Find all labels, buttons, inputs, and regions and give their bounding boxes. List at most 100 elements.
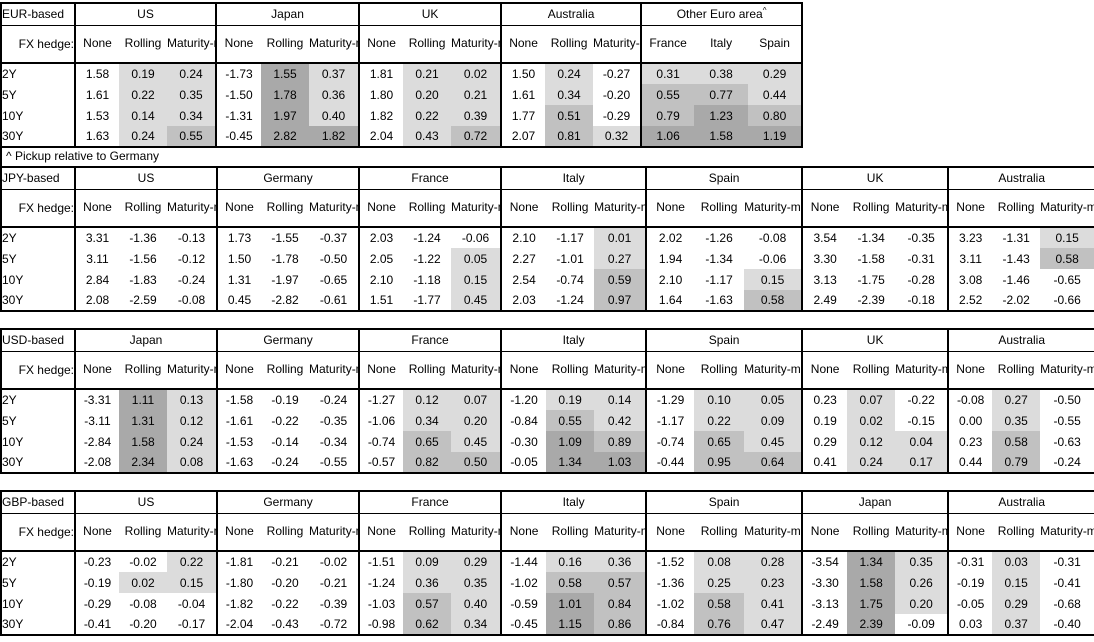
value-cell: 1.51: [358, 290, 404, 311]
value-cell: 2.05: [358, 248, 404, 269]
value-cell: -0.35: [907, 231, 935, 245]
value-cell: -0.84: [645, 614, 695, 635]
value-cell: 1.63: [74, 126, 119, 147]
value-cell: 0.12: [847, 431, 896, 452]
country-name: Japan: [271, 7, 304, 22]
hedge-column-header: Rolling: [992, 513, 1041, 552]
value-cell: 1.80: [358, 84, 404, 105]
hedge-column-header: Maturity-matched: [309, 351, 360, 390]
rates-table-jpy: JPY-based US Germany France Italy Spain UK Aust…: [0, 166, 1094, 312]
value-cell: -1.20: [500, 389, 547, 410]
country-header: Spain: [645, 167, 803, 190]
value-cell: -0.74: [556, 272, 584, 287]
value-cell: 0.29: [748, 63, 803, 84]
value-cell: 0.45: [216, 290, 262, 311]
value-cell: -0.24: [177, 272, 206, 287]
value-cell: -1.44: [500, 551, 547, 572]
value-cell: -0.20: [271, 575, 299, 590]
value-cell: -1.34: [857, 231, 885, 245]
value-cell: -0.09: [907, 617, 935, 631]
table-row: 2Y -3.31 1.11 0.13 -1.58 -0.19 -0.24 -1.27 0.12 0…: [1, 389, 1094, 410]
value-cell: -1.34: [705, 251, 733, 266]
country-name: Spain: [708, 333, 740, 348]
value-cell: 0.29: [801, 431, 848, 452]
subregion-header: Italy: [694, 25, 749, 64]
value-cell: 1.50: [216, 248, 262, 269]
value-cell: 2.49: [801, 290, 848, 311]
hedge-column-header: None: [215, 25, 262, 64]
value-cell: 0.15: [451, 269, 502, 290]
hedge-column-header: None: [947, 513, 993, 552]
hedge-column-header: Maturity-matched: [744, 513, 803, 552]
country-name: Japan: [858, 495, 892, 510]
value-cell: 0.22: [403, 105, 452, 126]
value-cell: 0.31: [640, 63, 695, 84]
value-cell: -1.63: [216, 452, 262, 473]
hedge-column-header: None: [74, 351, 119, 390]
hedge-column-header: Rolling: [403, 189, 452, 228]
value-cell: 0.36: [594, 551, 647, 572]
country-name: Australia: [547, 7, 595, 22]
value-cell: 0.29: [451, 551, 502, 572]
country-header: Other Euro area^: [640, 3, 803, 26]
value-cell: -0.55: [1053, 413, 1081, 428]
value-cell: -1.97: [271, 272, 299, 287]
country-name: Germany: [263, 495, 313, 510]
country-name: Italy: [562, 333, 585, 348]
value-cell: -0.65: [1053, 272, 1081, 287]
value-cell: -1.36: [129, 231, 157, 245]
rates-table-eur: EUR-based US Japan UK Australia Other Euro ar…: [0, 2, 804, 148]
hedge-column-header: None: [358, 189, 404, 228]
value-cell: 0.20: [895, 593, 949, 614]
hedge-column-header: Maturity-matched: [895, 189, 949, 228]
value-cell: 1.03: [594, 452, 647, 473]
value-cell: -0.08: [177, 293, 206, 307]
value-cell: 0.55: [167, 126, 217, 147]
value-cell: 1.19: [748, 126, 803, 147]
value-cell: 0.81: [545, 126, 594, 147]
hedge-column-header: Maturity-matched: [451, 25, 502, 64]
hedge-column-header: Maturity-matched: [744, 189, 803, 228]
hedge-column-header: Rolling: [546, 513, 595, 552]
value-cell: -1.31: [1002, 231, 1030, 245]
value-cell: 0.64: [744, 452, 803, 473]
value-cell: 1.97: [261, 105, 310, 126]
value-cell: 0.15: [992, 572, 1041, 593]
hedge-header-row: FX hedge:NoneRollingMaturity-matchedNone…: [1, 351, 1094, 390]
value-cell: 1.82: [358, 105, 404, 126]
country-name: US: [137, 7, 154, 22]
hedge-column-header: None: [216, 189, 262, 228]
value-cell: 1.94: [645, 248, 695, 269]
value-cell: 0.13: [167, 389, 218, 410]
value-cell: -2.02: [1002, 293, 1030, 307]
hedge-column-header: Rolling: [403, 25, 452, 64]
value-cell: -0.19: [74, 572, 119, 593]
country-name: UK: [421, 7, 439, 22]
value-cell: -0.05: [947, 593, 993, 614]
tenor-row-label: 30Y: [2, 617, 24, 631]
value-cell: 0.34: [167, 105, 217, 126]
country-header: UK: [801, 329, 949, 352]
country-name: Italy: [562, 495, 585, 510]
value-cell: 0.80: [748, 105, 803, 126]
value-cell: -1.36: [645, 572, 695, 593]
value-cell: 2.07: [500, 126, 546, 147]
value-cell: 2.34: [119, 452, 167, 473]
hedge-column-header: Maturity-matched: [895, 351, 949, 390]
value-cell: -0.43: [271, 617, 299, 631]
country-name: France: [411, 171, 449, 186]
value-cell: -0.08: [758, 231, 787, 245]
tenor-row-label: 30Y: [2, 293, 24, 307]
tenor-row-label: 2Y: [2, 393, 17, 407]
value-cell: 0.21: [451, 84, 502, 105]
hedge-column-header: None: [801, 351, 848, 390]
footnote-pickup-relative-to-germany: ^ Pickup relative to Germany: [0, 148, 1094, 166]
value-cell: 0.47: [744, 614, 803, 635]
tenor-row-label: 10Y: [2, 434, 24, 449]
value-cell: -2.49: [801, 614, 848, 635]
table-row: 10Y -0.29 -0.08 -0.04 -1.82 -0.22 -0.39 -1.03 0.…: [1, 593, 1094, 614]
rates-table-usd: USD-based Japan Germany France Italy Spain UK A…: [0, 328, 1094, 474]
value-cell: 0.24: [167, 431, 218, 452]
country-header: Australia: [947, 329, 1094, 352]
value-cell: 1.77: [500, 105, 546, 126]
